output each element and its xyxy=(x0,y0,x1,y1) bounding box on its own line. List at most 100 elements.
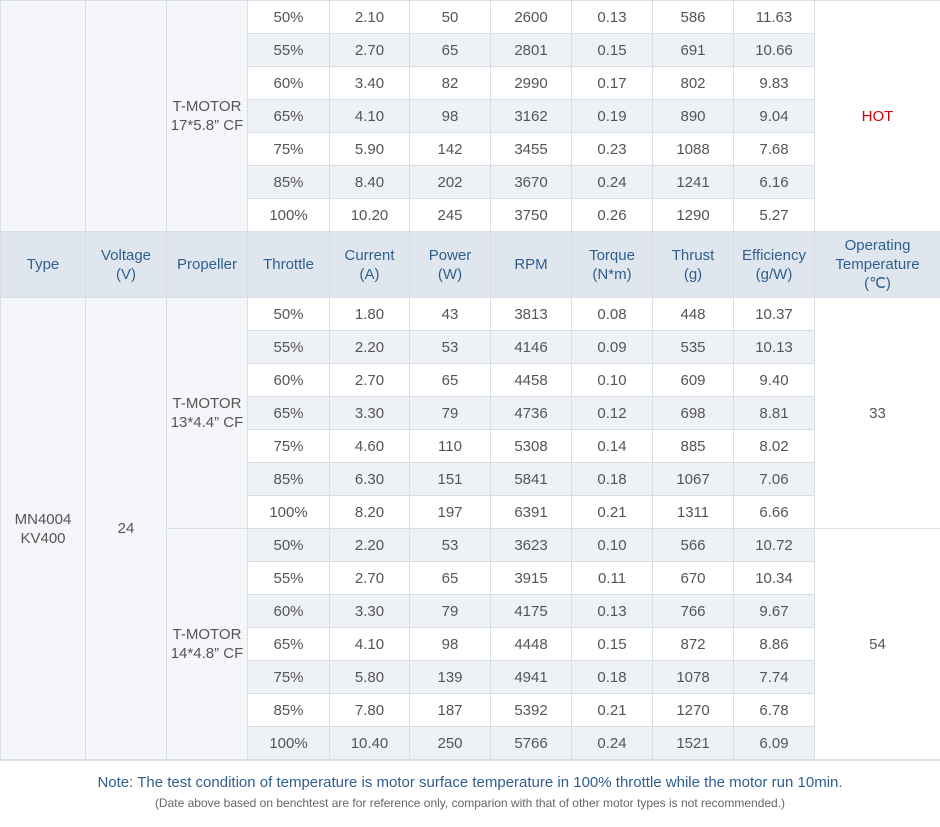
value-cell: 5308 xyxy=(490,429,572,463)
value-cell: 2.20 xyxy=(329,330,410,364)
value-cell: 0.21 xyxy=(571,693,653,727)
value-cell: 0.24 xyxy=(571,165,653,199)
value-cell: 3750 xyxy=(490,198,572,232)
value-cell: 6391 xyxy=(490,495,572,529)
temperature-cell: 54 xyxy=(814,528,940,760)
value-cell: 448 xyxy=(652,297,734,331)
value-cell: 1290 xyxy=(652,198,734,232)
value-cell: 65 xyxy=(409,33,491,67)
cell-line: MN4004 xyxy=(14,510,72,528)
value-cell: 60% xyxy=(247,66,330,100)
voltage-cell: 24 xyxy=(85,297,167,760)
data-row: 60% 2.70 65 4458 0.10 609 9.40 xyxy=(1,363,940,397)
value-cell: 4.60 xyxy=(329,429,410,463)
data-row: 75% 5.80 139 4941 0.18 1078 7.74 xyxy=(1,660,940,694)
value-cell: 98 xyxy=(409,99,491,133)
value-cell: 7.06 xyxy=(733,462,815,496)
value-cell: 9.67 xyxy=(733,594,815,628)
value-cell: 10.34 xyxy=(733,561,815,595)
note-main: Note: The test condition of temperature … xyxy=(97,774,843,791)
cell-line: (g) xyxy=(683,265,703,283)
value-cell: 75% xyxy=(247,429,330,463)
value-cell: 100% xyxy=(247,495,330,529)
value-cell: 6.66 xyxy=(733,495,815,529)
header-cell: Throttle xyxy=(247,231,330,298)
value-cell: 10.20 xyxy=(329,198,410,232)
header-cell: Torque (N*m) xyxy=(571,231,653,298)
value-cell: 3813 xyxy=(490,297,572,331)
value-cell: 5392 xyxy=(490,693,572,727)
value-cell: 10.72 xyxy=(733,528,815,562)
data-row: 75% 5.90 142 3455 0.23 1088 7.68 xyxy=(1,132,940,166)
note: Note: The test condition of temperature … xyxy=(0,760,940,827)
data-row: 85% 6.30 151 5841 0.18 1067 7.06 xyxy=(1,462,940,496)
value-cell: 65% xyxy=(247,396,330,430)
header-cell: Power (W) xyxy=(409,231,491,298)
cell-line: (V) xyxy=(116,265,136,283)
value-cell: 2801 xyxy=(490,33,572,67)
data-row: 100% 10.40 250 5766 0.24 1521 6.09 xyxy=(1,726,940,760)
value-cell: 8.40 xyxy=(329,165,410,199)
value-cell: 0.10 xyxy=(571,363,653,397)
value-cell: 0.15 xyxy=(571,33,653,67)
note-sub: (Date above based on benchtest are for r… xyxy=(154,796,786,810)
data-row: 65% 4.10 98 4448 0.15 872 8.86 xyxy=(1,627,940,661)
table-body: T-MOTOR 17*5.8” CF 50% 2.10 50 2600 0.13 586 11.… xyxy=(0,0,940,760)
value-cell: 7.68 xyxy=(733,132,815,166)
data-row: 60% 3.30 79 4175 0.13 766 9.67 xyxy=(1,594,940,628)
value-cell: 9.04 xyxy=(733,99,815,133)
value-cell: 85% xyxy=(247,462,330,496)
value-cell: 65% xyxy=(247,627,330,661)
cell-line: 17*5.8” CF xyxy=(170,117,244,134)
value-cell: 691 xyxy=(652,33,734,67)
header-cell: Voltage (V) xyxy=(85,231,167,298)
data-row: 100% 10.20 245 3750 0.26 1290 5.27 xyxy=(1,198,940,232)
value-cell: 8.02 xyxy=(733,429,815,463)
value-cell: 0.19 xyxy=(571,99,653,133)
cell-line: Current xyxy=(344,246,395,264)
value-cell: 872 xyxy=(652,627,734,661)
value-cell: 0.15 xyxy=(571,627,653,661)
cell-line: Torque xyxy=(589,246,635,264)
cell-line: T-MOTOR xyxy=(172,626,242,643)
value-cell: 1241 xyxy=(652,165,734,199)
header-cell: Propeller xyxy=(166,231,248,298)
value-cell: 85% xyxy=(247,165,330,199)
value-cell: 3623 xyxy=(490,528,572,562)
value-cell: 8.81 xyxy=(733,396,815,430)
value-cell: 11.63 xyxy=(733,0,815,34)
value-cell: 139 xyxy=(409,660,491,694)
value-cell: 2.10 xyxy=(329,0,410,34)
value-cell: 1088 xyxy=(652,132,734,166)
value-cell: 3915 xyxy=(490,561,572,595)
value-cell: 9.83 xyxy=(733,66,815,100)
cell-line: 13*4.4” CF xyxy=(170,414,244,431)
value-cell: 802 xyxy=(652,66,734,100)
value-cell: 53 xyxy=(409,528,491,562)
value-cell: 65% xyxy=(247,99,330,133)
value-cell: 8.20 xyxy=(329,495,410,529)
value-cell: 0.26 xyxy=(571,198,653,232)
cell-line: Thrust xyxy=(671,246,715,264)
temperature-cell: HOT xyxy=(814,0,940,232)
value-cell: 4175 xyxy=(490,594,572,628)
value-cell: 6.16 xyxy=(733,165,815,199)
value-cell: 55% xyxy=(247,33,330,67)
value-cell: 79 xyxy=(409,594,491,628)
value-cell: 151 xyxy=(409,462,491,496)
data-row: 100% 8.20 197 6391 0.21 1311 6.66 xyxy=(1,495,940,529)
value-cell: 5841 xyxy=(490,462,572,496)
value-cell: 0.13 xyxy=(571,594,653,628)
cell-line: Temperature xyxy=(835,256,920,273)
value-cell: 2600 xyxy=(490,0,572,34)
value-cell: 10.66 xyxy=(733,33,815,67)
value-cell: 1311 xyxy=(652,495,734,529)
value-cell: 0.08 xyxy=(571,297,653,331)
value-cell: 8.86 xyxy=(733,627,815,661)
type-cell xyxy=(0,0,86,232)
value-cell: 6.09 xyxy=(733,726,815,760)
value-cell: 0.24 xyxy=(571,726,653,760)
value-cell: 890 xyxy=(652,99,734,133)
value-cell: 250 xyxy=(409,726,491,760)
